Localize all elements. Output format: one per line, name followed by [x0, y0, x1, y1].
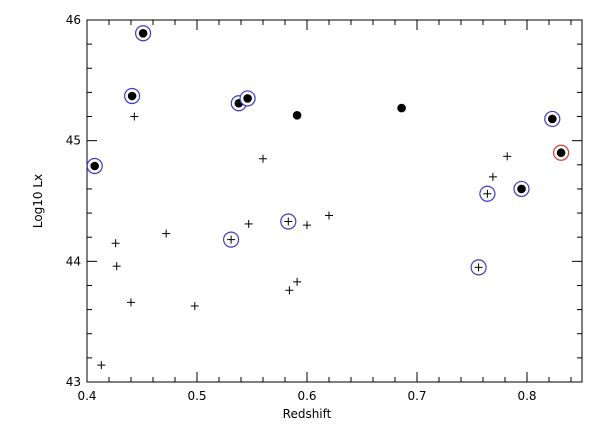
blue-ringed-plus-point [470, 259, 487, 276]
plot-frame [86, 19, 583, 383]
plus-point [112, 262, 121, 271]
blue-ringed-dot-point [86, 157, 103, 175]
y-tick-label: 46 [66, 13, 81, 27]
dot-marker [517, 184, 526, 194]
dot-marker [138, 28, 148, 38]
red-ringed-dot-point [552, 144, 570, 161]
plus-point [303, 221, 311, 230]
axis-ticks [86, 19, 582, 383]
blue-ringed-plus-point [280, 213, 297, 230]
dot-marker [127, 91, 137, 101]
y-tick-label: 45 [66, 134, 81, 148]
plus-point [127, 298, 135, 307]
plus-point [325, 211, 333, 220]
plus-point [285, 286, 294, 295]
blue-ringed-dot-point [544, 110, 561, 128]
blue-ringed-dot-point [239, 90, 256, 107]
blue-ringed-plus-point [479, 185, 496, 202]
tick-labels: 0.4 0.5 0.6 0.7 0.8 43 44 45 46 [66, 13, 537, 403]
dot-marker [292, 111, 302, 120]
plus-point [97, 361, 106, 370]
y-tick-label: 44 [66, 254, 81, 268]
plus-point [162, 229, 171, 238]
plus-point [503, 152, 512, 161]
y-tick-label: 43 [66, 375, 81, 389]
dot-marker [397, 103, 406, 113]
x-axis-label: Redshift [283, 407, 332, 421]
dot-marker [243, 94, 252, 103]
dot-point [397, 103, 406, 113]
blue-ringed-dot-point [513, 180, 530, 198]
plus-point [259, 154, 267, 163]
x-tick-label: 0.5 [187, 389, 206, 403]
x-tick-label: 0.7 [407, 389, 426, 403]
x-tick-label: 0.4 [77, 389, 96, 403]
data-points [86, 25, 570, 370]
plus-point [190, 301, 199, 310]
blue-ringed-dot-point [135, 25, 152, 42]
dot-marker [556, 148, 566, 158]
y-axis-label: Log10 Lx [31, 174, 45, 228]
blue-ringed-plus-point [223, 231, 240, 248]
plus-point [111, 239, 120, 248]
x-tick-label: 0.6 [297, 389, 316, 403]
dot-marker [90, 161, 99, 171]
blue-ringed-dot-point [124, 87, 141, 105]
dot-marker [548, 114, 557, 124]
plus-point [244, 219, 253, 228]
x-tick-label: 0.8 [517, 389, 536, 403]
plus-point [293, 277, 302, 286]
dot-point [292, 111, 302, 120]
plus-point [488, 172, 497, 181]
plus-point [130, 112, 139, 121]
